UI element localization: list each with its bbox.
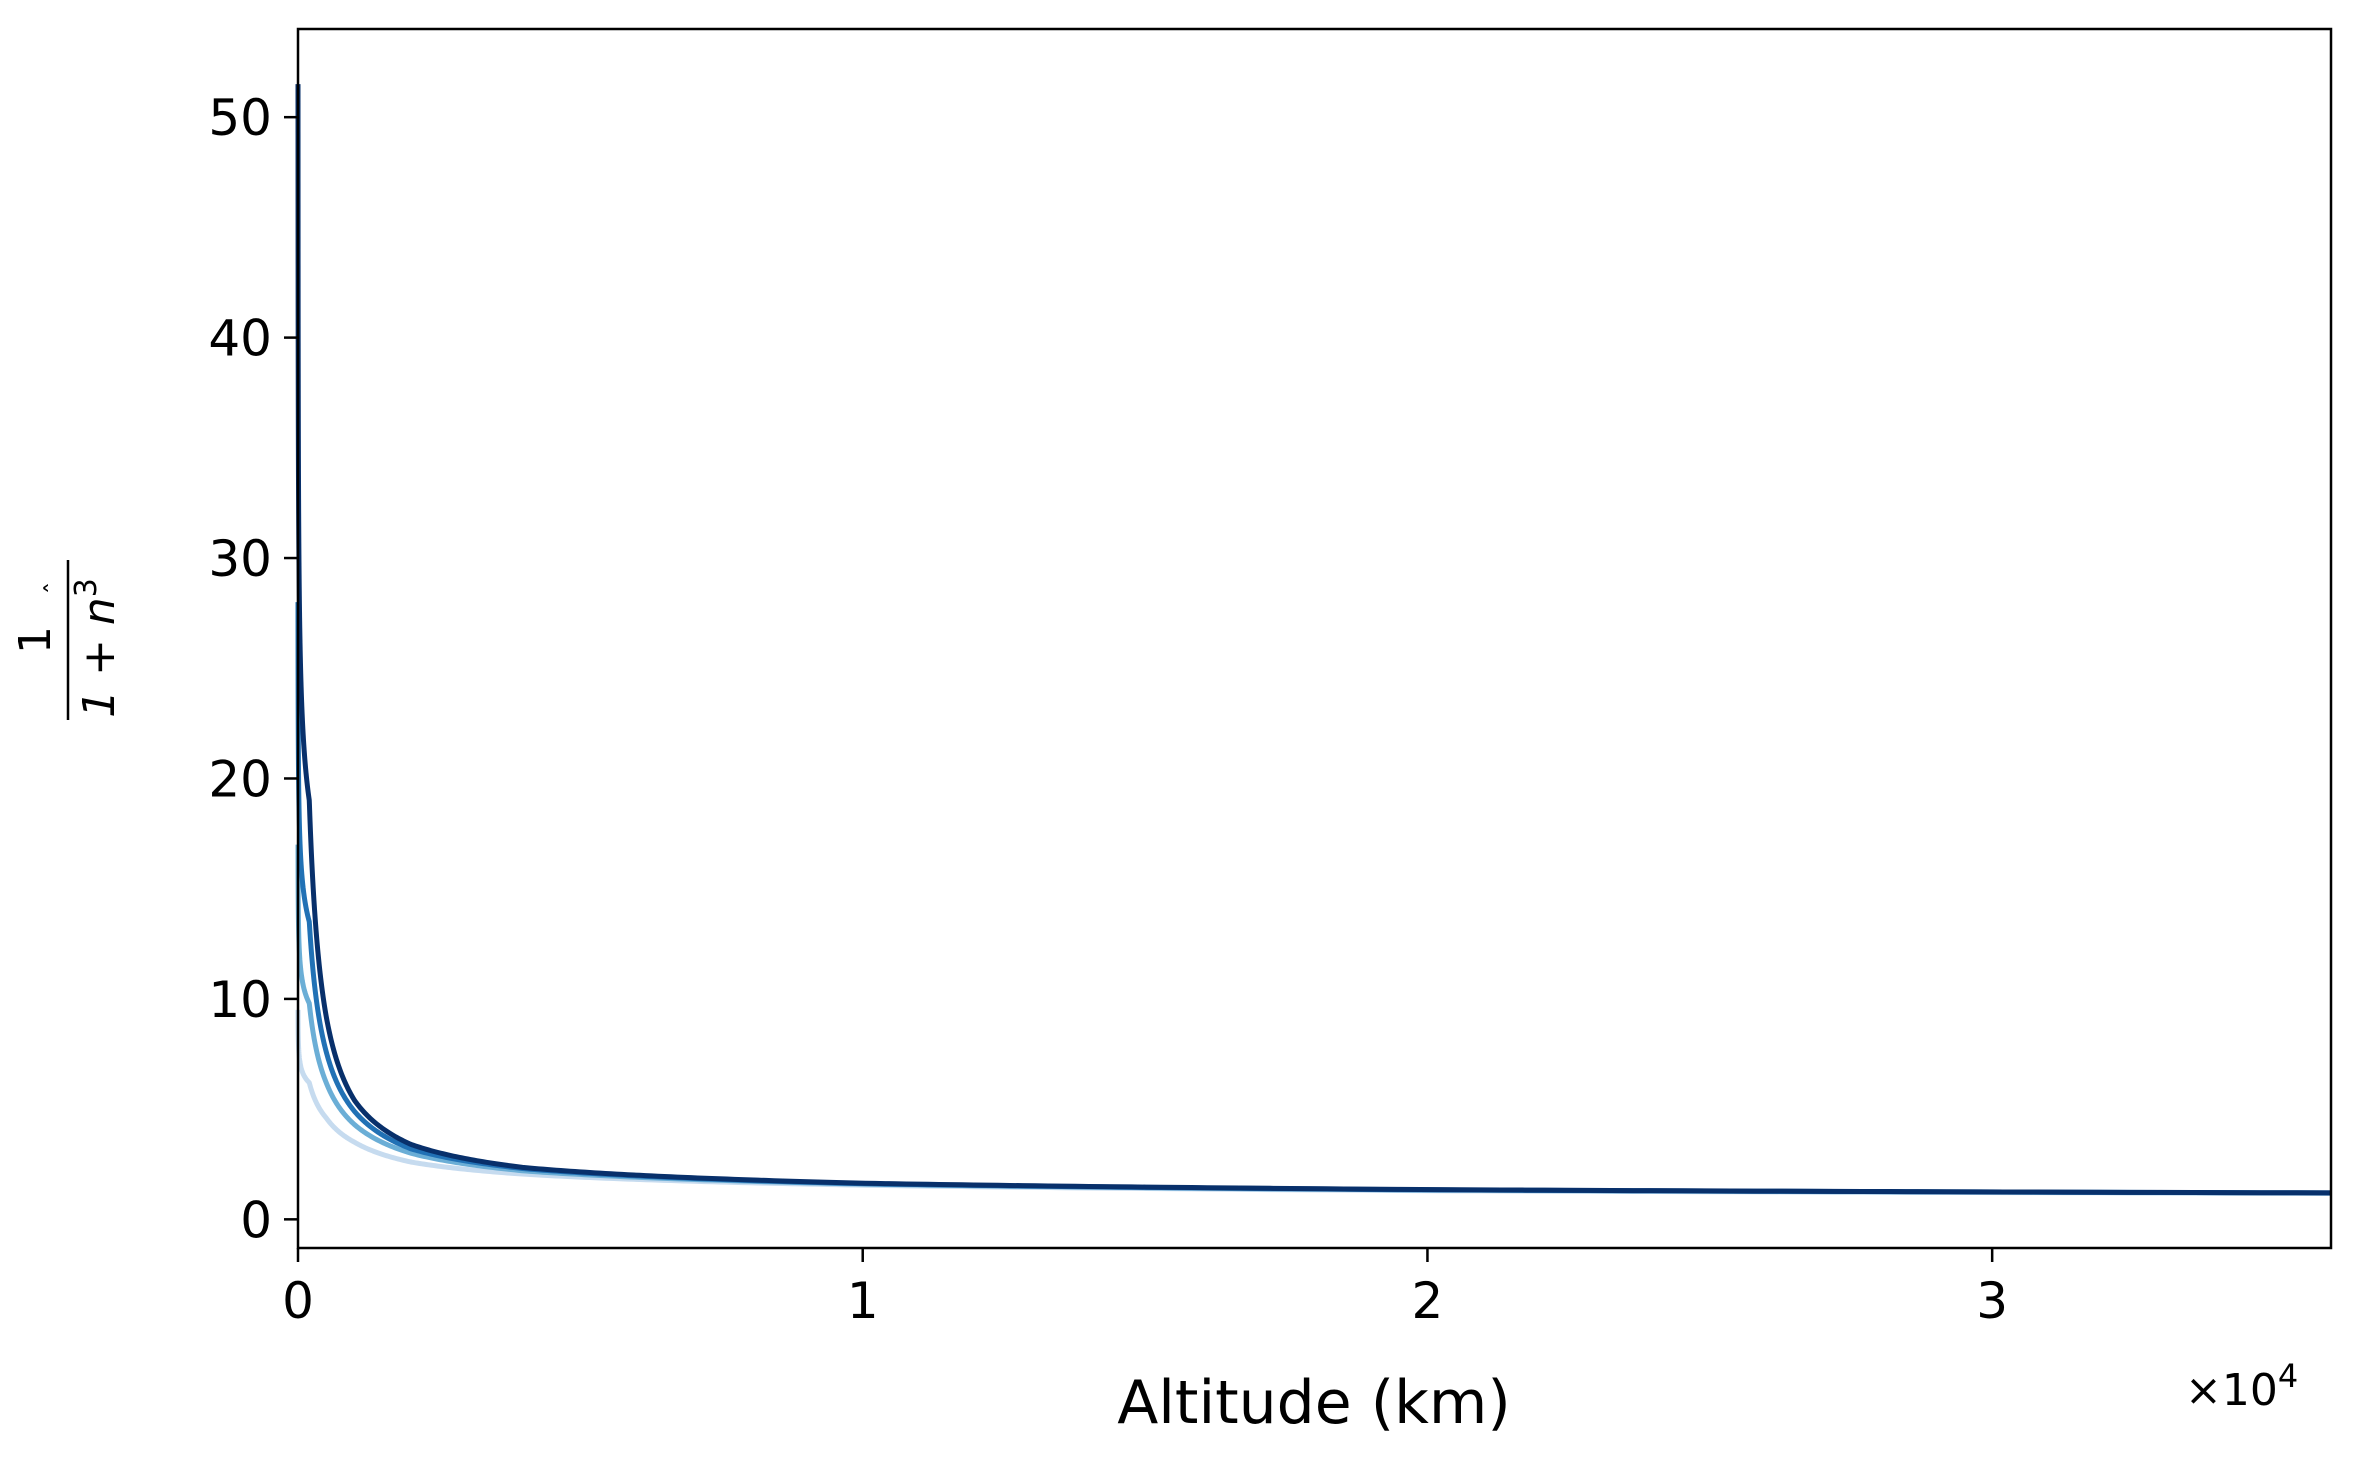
y-tick-label: 20 xyxy=(208,750,272,808)
plot-frame xyxy=(296,27,2333,1250)
y-tick-label: 40 xyxy=(208,310,272,368)
y-tick-label: 50 xyxy=(208,89,272,147)
y-tick-label: 10 xyxy=(208,971,272,1029)
y-label-denominator: 1 + n3 xyxy=(69,578,125,718)
x-tick-label: 0 xyxy=(282,1272,314,1330)
y-label-denominator-base: 1 + n xyxy=(74,597,125,718)
x-tick-label: 1 xyxy=(847,1272,879,1330)
y-axis-ticks: 0 10 20 30 40 50 xyxy=(208,89,298,1249)
x-axis-label: Altitude (km) xyxy=(1117,1368,1511,1438)
x-axis-ticks: 0 1 2 3 xyxy=(282,1248,2008,1330)
x-axis-scale-base: ×10 xyxy=(2185,1365,2278,1416)
y-label-superscript: 3 xyxy=(69,578,104,597)
x-axis-scale-exponent: 4 xyxy=(2278,1357,2298,1395)
x-tick-label: 2 xyxy=(1412,1272,1444,1330)
x-tick-label: 3 xyxy=(1976,1272,2008,1330)
y-tick-label: 30 xyxy=(208,530,272,588)
y-label-hat: ˆ xyxy=(41,582,71,595)
y-label-numerator: 1 xyxy=(10,626,61,654)
x-axis-scale-multiplier: ×104 xyxy=(2185,1357,2298,1416)
y-tick-label: 0 xyxy=(240,1191,272,1249)
y-axis-label: 1 1 + n3 ˆ xyxy=(10,560,125,720)
